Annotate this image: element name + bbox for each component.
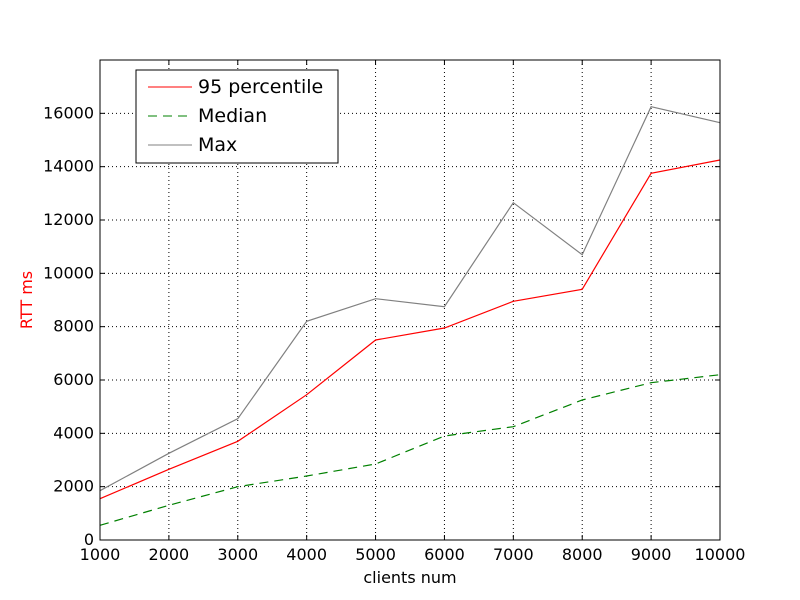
legend-label-max: Max bbox=[198, 134, 237, 156]
tick-layer bbox=[99, 60, 721, 541]
y-tick-label: 4000 bbox=[53, 423, 94, 442]
x-tick-label: 5000 bbox=[355, 545, 396, 564]
legend-label-median: Median bbox=[198, 105, 267, 127]
series-line-max bbox=[99, 106, 721, 492]
x-tick-labels: 1000 2000 3000 4000 5000 6000 7000 8000 9000 1000… bbox=[80, 545, 746, 564]
x-tick-label: 10000 bbox=[695, 545, 746, 564]
y-tick-label: 6000 bbox=[53, 370, 94, 389]
x-tick-label: 3000 bbox=[217, 545, 258, 564]
y-tick-label: 14000 bbox=[43, 157, 94, 176]
y-tick-label: 16000 bbox=[43, 103, 94, 122]
x-tick-label: 9000 bbox=[631, 545, 672, 564]
plot-frame bbox=[99, 59, 721, 541]
y-tick-labels: 0 2000 4000 6000 8000 10000 12000 14000 16000 bbox=[43, 103, 94, 549]
y-tick-label: 8000 bbox=[53, 317, 94, 336]
x-tick-label: 4000 bbox=[286, 545, 327, 564]
series-layer bbox=[99, 106, 721, 526]
series-line-95-percentile bbox=[99, 159, 721, 500]
legend-label-95-percentile: 95 percentile bbox=[198, 76, 323, 98]
y-axis-label: RTT ms bbox=[17, 271, 36, 329]
y-tick-label: 12000 bbox=[43, 210, 94, 229]
x-tick-label: 6000 bbox=[424, 545, 465, 564]
y-tick-label: 2000 bbox=[53, 477, 94, 496]
series-line-median bbox=[99, 374, 721, 526]
x-axis-label: clients num bbox=[363, 568, 456, 587]
x-tick-label: 7000 bbox=[493, 545, 534, 564]
x-tick-label: 8000 bbox=[562, 545, 603, 564]
x-tick-label: 1000 bbox=[80, 545, 121, 564]
legend: 95 percentile Median Max bbox=[135, 69, 339, 164]
x-tick-label: 2000 bbox=[149, 545, 190, 564]
y-tick-label: 0 bbox=[84, 530, 94, 549]
y-tick-label: 10000 bbox=[43, 263, 94, 282]
